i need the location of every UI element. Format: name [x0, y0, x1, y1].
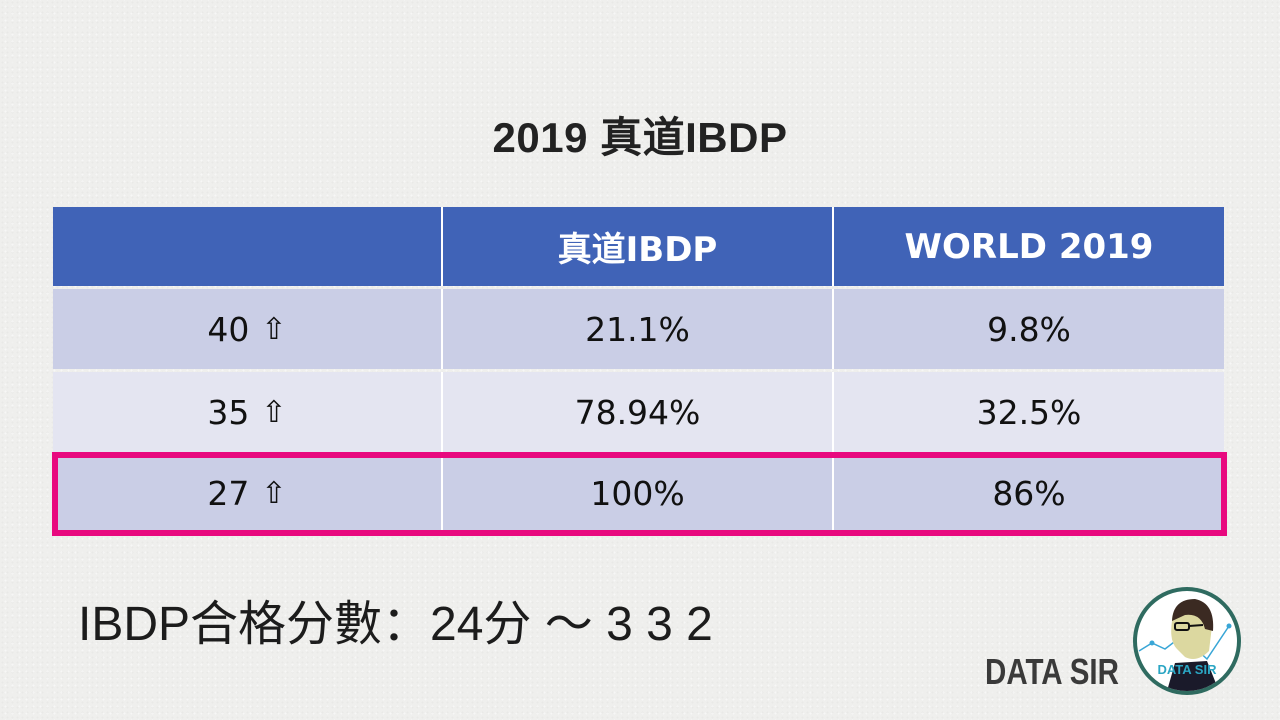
passing-score-note: IBDP合格分數：24分 ～ 3 3 2 [78, 598, 713, 651]
header-cell-empty [53, 207, 443, 286]
header-cell-school: 真道IBDP [443, 207, 834, 286]
world-value: 86% [834, 455, 1224, 531]
world-value: 32.5% [834, 372, 1224, 452]
school-value: 21.1% [443, 289, 834, 369]
up-arrow-icon: ⇧ [261, 475, 287, 511]
avatar-illustration-icon [1138, 599, 1232, 691]
brand-wordmark: DATA SIR [985, 651, 1119, 692]
school-value: 78.94% [443, 372, 834, 452]
logo-label: DATA SIR [1157, 662, 1217, 677]
up-arrow-icon: ⇧ [261, 311, 287, 347]
table-row: 35 ⇧ 78.94% 32.5% [53, 372, 1224, 452]
table-row: 40 ⇧ 21.1% 9.8% [53, 289, 1224, 369]
slide-title: 2019 真道IBDP [492, 114, 788, 161]
row-label: 40 ⇧ [53, 289, 443, 369]
row-label: 35 ⇧ [53, 372, 443, 452]
header-cell-world: WORLD 2019 [834, 207, 1224, 286]
table-header-row: 真道IBDP WORLD 2019 [53, 207, 1224, 286]
world-value: 9.8% [834, 289, 1224, 369]
school-value: 100% [443, 455, 834, 531]
up-arrow-icon: ⇧ [261, 394, 287, 430]
table-row-highlighted: 27 ⇧ 100% 86% [53, 455, 1224, 531]
brand-logo: DATA SIR [1133, 587, 1241, 695]
row-label: 27 ⇧ [53, 455, 443, 531]
comparison-table: 真道IBDP WORLD 2019 40 ⇧ 21.1% 9.8% 35 ⇧ 7… [53, 207, 1224, 534]
